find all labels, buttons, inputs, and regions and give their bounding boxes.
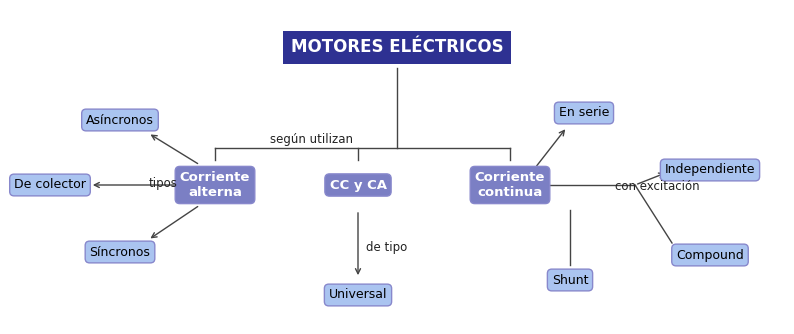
Text: según utilizan: según utilizan bbox=[270, 134, 353, 147]
Text: De colector: De colector bbox=[14, 178, 86, 191]
Text: Independiente: Independiente bbox=[665, 164, 755, 176]
Text: CC y CA: CC y CA bbox=[330, 178, 387, 191]
Text: Compound: Compound bbox=[676, 248, 744, 262]
Text: Shunt: Shunt bbox=[552, 274, 588, 287]
Text: con excitación: con excitación bbox=[615, 180, 700, 193]
Text: tipos: tipos bbox=[148, 176, 177, 189]
Text: Corriente
alterna: Corriente alterna bbox=[179, 171, 250, 199]
Text: de tipo: de tipo bbox=[366, 241, 407, 255]
Text: Corriente
continua: Corriente continua bbox=[475, 171, 545, 199]
Text: Síncronos: Síncronos bbox=[90, 245, 150, 259]
Text: En serie: En serie bbox=[559, 107, 609, 120]
Text: Universal: Universal bbox=[329, 289, 387, 302]
Text: Asíncronos: Asíncronos bbox=[86, 114, 154, 127]
Text: MOTORES ELÉCTRICOS: MOTORES ELÉCTRICOS bbox=[291, 38, 503, 56]
